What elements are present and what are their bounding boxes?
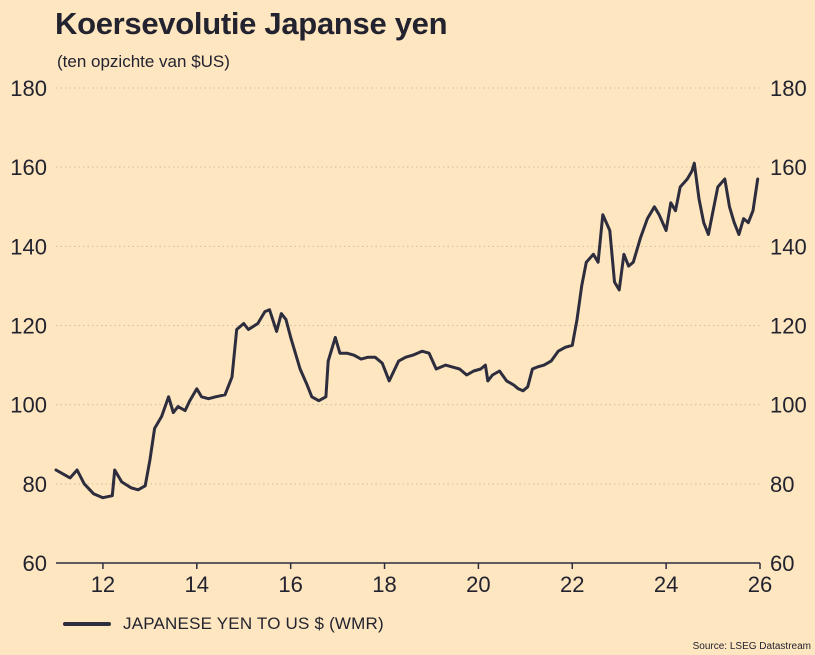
legend-label: JAPANESE YEN TO US $ (WMR): [123, 614, 384, 633]
y-tick-label-right: 180: [770, 76, 807, 101]
source-note: Source: LSEG Datastream: [692, 641, 811, 652]
chart-title: Koersevolutie Japanse yen: [55, 6, 448, 41]
x-tick-label: 18: [372, 572, 396, 597]
y-tick-label-left: 120: [10, 314, 47, 339]
series-layer: [54, 161, 760, 500]
y-axis-right: 60 80 100 120 140 160 180: [770, 76, 807, 576]
x-tick-label: 20: [466, 572, 490, 597]
x-tick-label: 24: [654, 572, 678, 597]
grid-lines: [56, 87, 760, 564]
y-axis-left: 60 80 100 120 140 160 180: [10, 76, 47, 576]
x-tick-label: 12: [91, 572, 115, 597]
y-tick-label-right: 140: [770, 234, 807, 259]
chart-subtitle: (ten opzichte van $US): [57, 52, 230, 71]
y-tick-label-right: 120: [770, 314, 807, 339]
x-tick-label: 22: [560, 572, 584, 597]
x-tick-label: 14: [185, 572, 209, 597]
y-tick-label-right: 100: [770, 393, 807, 418]
y-tick-label-right: 60: [770, 551, 794, 576]
x-axis: 12 14 16 18 20 22 24 26: [91, 563, 772, 597]
y-tick-label-left: 140: [10, 234, 47, 259]
y-tick-label-left: 80: [23, 472, 47, 497]
x-tick-label: 26: [748, 572, 772, 597]
y-tick-label-right: 160: [770, 155, 807, 180]
y-tick-label-left: 160: [10, 155, 47, 180]
y-tick-label-right: 80: [770, 472, 794, 497]
legend-swatch: [63, 622, 111, 626]
y-tick-label-left: 60: [23, 551, 47, 576]
y-tick-label-left: 100: [10, 393, 47, 418]
series-line-0: [54, 161, 760, 500]
legend: JAPANESE YEN TO US $ (WMR): [63, 614, 384, 634]
x-tick-label: 16: [278, 572, 302, 597]
y-tick-label-left: 180: [10, 76, 47, 101]
